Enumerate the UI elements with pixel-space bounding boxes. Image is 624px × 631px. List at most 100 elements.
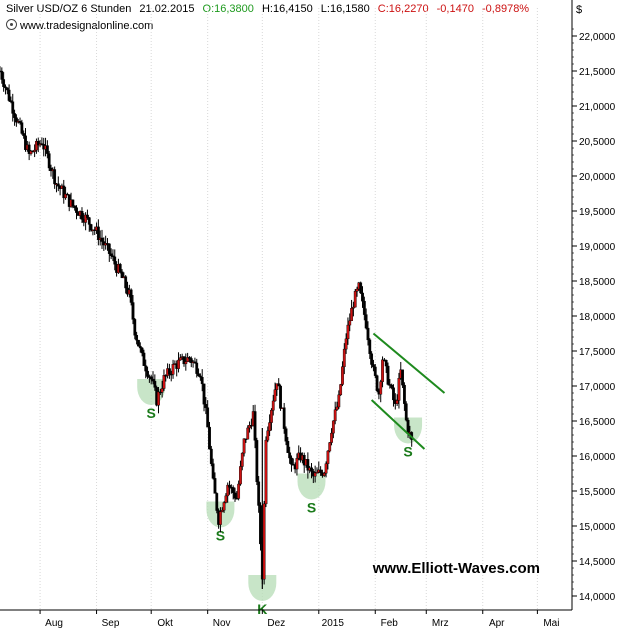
- candle-body: [193, 361, 197, 364]
- candle-body: [253, 411, 257, 441]
- candle-body: [284, 428, 288, 442]
- y-tick-label: 20,0000: [579, 172, 616, 183]
- candle-body: [140, 347, 144, 354]
- candle-body: [177, 359, 180, 369]
- candle-body: [277, 383, 281, 387]
- candle-body: [200, 376, 204, 385]
- candle-body: [149, 376, 153, 380]
- candle-body: [47, 153, 51, 169]
- candle-body: [202, 383, 206, 405]
- candle-body: [164, 375, 168, 377]
- candle-body: [295, 458, 299, 470]
- candle-body: [209, 448, 213, 464]
- symbol-label: Silver USD/OZ 6 Stunden: [6, 3, 132, 15]
- candle-body: [359, 282, 363, 294]
- candle-body: [186, 357, 190, 362]
- y-tick-label: 17,5000: [579, 347, 616, 358]
- y-tick-label: 17,0000: [579, 382, 616, 393]
- candle-body: [352, 306, 355, 309]
- candle-body: [7, 89, 11, 101]
- candle-body: [153, 380, 157, 388]
- grid-layer: [39, 8, 538, 610]
- candle-body: [24, 135, 27, 150]
- watermark-text: www.Elliott-Waves.com: [372, 560, 540, 577]
- candle-body: [270, 409, 273, 423]
- candle-body: [366, 327, 370, 341]
- candle-body: [144, 365, 148, 372]
- candle-body: [36, 141, 40, 146]
- candle-body: [135, 335, 139, 341]
- trend-layer: [370, 332, 446, 450]
- candle-body: [275, 383, 279, 390]
- candle-body: [291, 464, 295, 466]
- candle-body: [53, 169, 57, 185]
- candle-body: [266, 430, 270, 441]
- candle-body: [208, 426, 211, 450]
- candle-body: [406, 419, 410, 433]
- candle-body: [109, 253, 113, 257]
- candle-body: [262, 503, 266, 580]
- candle-body: [341, 366, 344, 385]
- y-tick-label: 21,5000: [579, 67, 616, 78]
- candle-body: [157, 391, 160, 406]
- trend-line: [370, 399, 426, 450]
- candle-body: [56, 183, 60, 187]
- candle-body: [198, 375, 202, 378]
- candle-body: [129, 289, 133, 303]
- change-value: -0,1470: [436, 3, 474, 15]
- candle-body: [379, 381, 383, 395]
- candle-body: [288, 452, 292, 459]
- candle-body: [184, 361, 188, 365]
- candle-body: [9, 100, 13, 102]
- candle-body: [211, 463, 215, 479]
- y-tick-label: 18,0000: [579, 312, 616, 323]
- y-tick-label: 22,0000: [579, 32, 616, 43]
- candle-body: [306, 459, 310, 471]
- candle-body: [96, 226, 100, 240]
- candle-body: [364, 314, 368, 329]
- candle-body: [310, 467, 313, 472]
- candle-body: [171, 364, 175, 375]
- candle-body: [286, 440, 290, 453]
- candle-body: [120, 271, 124, 279]
- annotation-marker: [297, 473, 326, 500]
- x-tick-label: Aug: [45, 618, 63, 629]
- candle-body: [322, 473, 326, 476]
- annotation-label: K: [257, 601, 267, 617]
- y-tick-label: 19,5000: [579, 207, 616, 218]
- candle-body: [235, 498, 239, 500]
- y-tick-label: 15,0000: [579, 522, 616, 533]
- candle-body: [233, 492, 237, 499]
- marker-layer: S S K S S: [137, 379, 423, 617]
- candle-body: [361, 292, 364, 302]
- candle-body: [131, 302, 135, 320]
- annotation-label: S: [403, 444, 412, 460]
- candle-body: [395, 400, 399, 404]
- candle-body: [403, 384, 406, 404]
- candle-body: [282, 407, 286, 429]
- x-tick-label: Feb: [381, 618, 399, 629]
- source-line: www.tradesignalonline.com: [6, 19, 153, 32]
- candle-body: [404, 403, 408, 421]
- candle-body: [220, 509, 224, 512]
- candle-body: [348, 320, 352, 326]
- candle-body: [188, 357, 191, 359]
- candle-body: [239, 466, 242, 485]
- annotation-label: S: [147, 405, 156, 421]
- y-tick-label: 15,5000: [579, 487, 616, 498]
- candle-body: [392, 387, 395, 401]
- candle-body: [4, 86, 7, 89]
- y-tick-label: 18,5000: [579, 277, 616, 288]
- candle-body: [213, 478, 217, 494]
- candle-body: [45, 145, 49, 154]
- candle-body: [13, 113, 16, 118]
- change-percent-value: -0,8978%: [482, 3, 530, 15]
- candle-body: [264, 439, 268, 505]
- candle-body: [319, 469, 323, 473]
- candle-body: [339, 384, 343, 396]
- candle-body: [373, 366, 377, 376]
- candle-body: [255, 440, 259, 483]
- candle-body: [0, 70, 4, 80]
- candle-body: [168, 368, 171, 375]
